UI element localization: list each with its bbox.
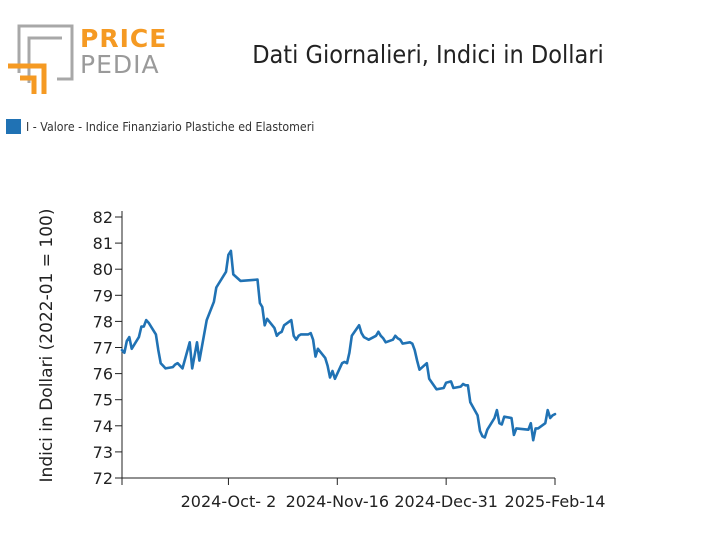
x-tick-label: 2024-Oct- 2 <box>181 492 277 511</box>
y-tick-label: 72 <box>93 469 113 488</box>
y-tick-label: 78 <box>93 312 113 331</box>
y-tick-label: 82 <box>93 208 113 227</box>
y-tick-label: 77 <box>93 339 113 358</box>
y-tick-label: 73 <box>93 443 113 462</box>
legend-swatch <box>6 119 21 134</box>
logo-text-top: PRICE <box>80 24 168 53</box>
x-tick-label: 2025-Feb-14 <box>505 492 606 511</box>
y-tick-label: 79 <box>93 286 113 305</box>
y-tick-label: 81 <box>93 234 113 253</box>
chart-marks <box>120 249 557 442</box>
x-tick-label: 2024-Nov-16 <box>286 492 389 511</box>
logo-text-bottom: PEDIA <box>80 50 160 79</box>
legend-label: I - Valore - Indice Finanziario Plastich… <box>26 119 315 134</box>
y-axis-label: Indici in Dollari (2022-01 = 100) <box>37 209 57 483</box>
y-tick-label: 75 <box>93 391 113 410</box>
chart-axes: 72 73 74 75 76 77 78 79 80 81 82 2024-Oct- 2 2024-No… <box>37 208 605 511</box>
y-tick-label: 74 <box>93 417 113 436</box>
y-tick-label: 76 <box>93 365 113 384</box>
pricepedia-logo: PRICE PEDIA <box>8 22 168 94</box>
series-line <box>120 249 557 442</box>
logo-mark-icon <box>8 24 74 94</box>
y-tick-label: 80 <box>93 260 113 279</box>
x-tick-label: 2024-Dec-31 <box>394 492 498 511</box>
chart-title: Dati Giornalieri, Indici in Dollari <box>252 40 604 69</box>
chart-legend[interactable]: I - Valore - Indice Finanziario Plastich… <box>6 119 339 134</box>
